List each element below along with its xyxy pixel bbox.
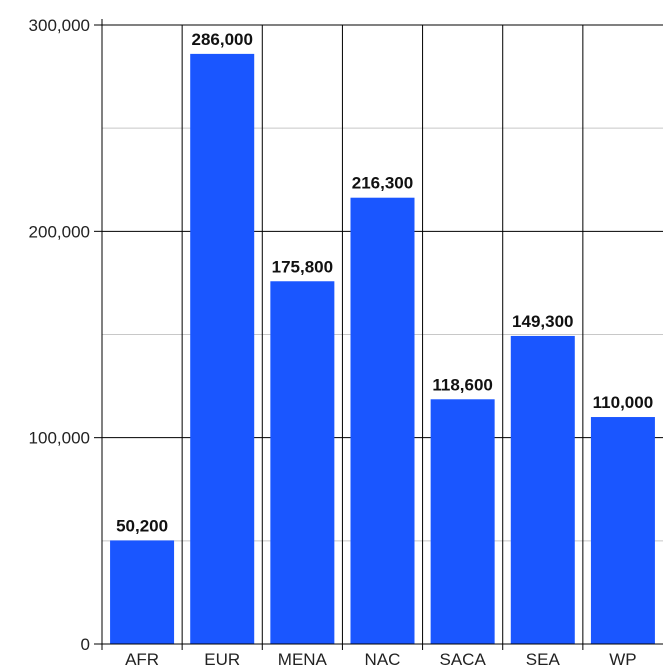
bar-eur <box>190 53 255 645</box>
x-tick-label-wp: WP <box>609 650 636 668</box>
data-label-eur: 286,000 <box>191 30 252 49</box>
y-tick-label-2: 200,000 <box>29 222 90 241</box>
data-label-wp: 110,000 <box>593 393 654 412</box>
x-tick-label-afr: AFR <box>125 650 159 668</box>
bar-sea <box>510 335 575 644</box>
y-tick-label-1: 100,000 <box>29 429 90 448</box>
data-label-saca: 118,600 <box>432 375 493 394</box>
data-label-mena: 175,800 <box>272 257 333 276</box>
bar-wp <box>590 417 655 644</box>
axes <box>94 19 663 650</box>
labels: 50,200 AFR 286,000 EUR 175,800 MENA 216,300 NAC… <box>29 16 654 668</box>
x-tick-label-saca: SACA <box>439 650 486 668</box>
bar-saca <box>430 399 495 644</box>
data-label-afr: 50,200 <box>116 516 168 535</box>
bar-mena <box>270 281 335 644</box>
x-tick-label-mena: MENA <box>278 650 328 668</box>
data-label-nac: 216,300 <box>352 174 413 193</box>
data-label-sea: 149,300 <box>512 312 573 331</box>
bars <box>110 53 655 645</box>
x-tick-label-sea: SEA <box>526 650 561 668</box>
bar-afr <box>110 540 175 644</box>
bar-nac <box>350 197 415 645</box>
y-tick-label-3: 300,000 <box>29 16 90 35</box>
y-tick-label-0: 0 <box>81 635 90 654</box>
x-tick-label-nac: NAC <box>365 650 401 668</box>
x-tick-label-eur: EUR <box>204 650 240 668</box>
